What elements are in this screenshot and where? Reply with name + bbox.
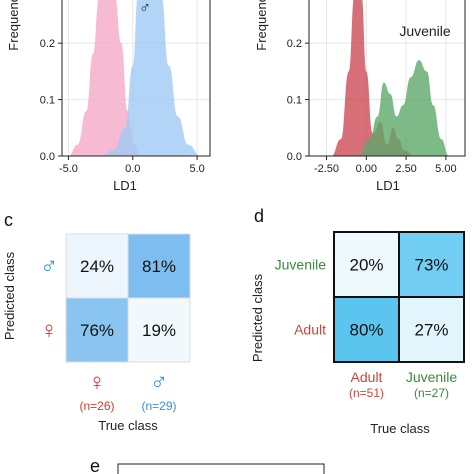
- y-axis-label: Frequency: [254, 0, 269, 51]
- confusion-matrix-sex: c 24% 81% 76% 19% ♂ ♀ ♀ (n=26) ♂ (n=29) Predicted…: [2, 210, 191, 433]
- x-axis-label: LD1: [376, 178, 400, 193]
- cell-value: 20%: [349, 256, 383, 275]
- row-label: ♂: [40, 253, 58, 280]
- plot-frame: [61, 0, 211, 157]
- y-tick-label: 0.1: [287, 95, 302, 107]
- row-label: Adult: [294, 322, 326, 338]
- x-tick-label: 5.00: [435, 163, 456, 175]
- cell-value: 24%: [80, 257, 114, 276]
- density-area-1: [100, 0, 201, 156]
- x-tick-label: 5.0: [189, 163, 204, 175]
- cell-value: 27%: [414, 321, 448, 340]
- x-tick-label: -2.50: [314, 163, 339, 175]
- y-tick-label: 0.0: [287, 151, 302, 163]
- matrix-cell: [65, 233, 129, 299]
- cell-value: 80%: [349, 321, 383, 340]
- x-axis-label: True class: [370, 421, 430, 436]
- x-tick-label: 0.00: [356, 163, 377, 175]
- x-tick-label: 0.0: [125, 163, 140, 175]
- matrix-cell: [333, 296, 400, 363]
- matrix-cell: [65, 297, 129, 363]
- panel-e-frame: [117, 463, 325, 474]
- density-area-0: [331, 0, 415, 156]
- panel-e: e: [90, 456, 325, 474]
- panel-label: e: [90, 456, 100, 474]
- row-label: ♀: [40, 317, 58, 344]
- column-label: ♀: [88, 369, 106, 396]
- column-count: (n=26): [79, 399, 114, 413]
- column-label: Juvenile: [406, 369, 458, 385]
- y-axis-label: Predicted class: [2, 251, 17, 340]
- x-axis-label: True class: [98, 418, 158, 433]
- matrix-cell: [333, 231, 400, 298]
- column-count: (n=51): [349, 386, 384, 400]
- y-tick-label: 0.2: [40, 38, 55, 50]
- cell-value: 76%: [80, 321, 114, 340]
- cell-value: 73%: [414, 256, 448, 275]
- column-count: (n=29): [141, 399, 176, 413]
- confusion-matrix-age: d 20% 73%80% 27%JuvenileAdultAdult(n=51)Ju…: [250, 206, 465, 436]
- column-count: (n=27): [414, 386, 449, 400]
- row-label: Juvenile: [275, 257, 327, 273]
- y-axis-label: Frequency: [6, 0, 21, 51]
- juvenile-annotation: Juvenile: [399, 23, 451, 39]
- column-label: ♂: [150, 369, 168, 396]
- density-plot-sex: -5.0 0.0 5.0 0.0 0.1 0.2 ♂ Frequency LD1: [6, 0, 211, 193]
- y-axis-label: Predicted class: [250, 273, 265, 362]
- male-symbol-annotation: ♂: [139, 0, 151, 17]
- x-tick-label: 2.50: [395, 163, 416, 175]
- matrix-cell: [127, 297, 191, 363]
- y-tick-label: 0.0: [40, 151, 55, 163]
- density-area-1: [358, 60, 450, 157]
- x-tick-label: -5.0: [59, 163, 78, 175]
- x-axis-label: LD1: [113, 178, 137, 193]
- matrix-cell: [398, 296, 465, 363]
- column-label: Adult: [351, 369, 383, 385]
- plot-frame: [308, 0, 466, 157]
- cell-value: 81%: [142, 257, 176, 276]
- density-area-0: [68, 0, 141, 156]
- panel-label: d: [254, 206, 264, 226]
- y-tick-label: 0.1: [40, 95, 55, 107]
- cell-value: 19%: [142, 321, 176, 340]
- density-plot-age: -2.50 0.00 2.50 5.00 0.0 0.1 0.2 Juvenile Freq…: [254, 0, 466, 193]
- panel-label: c: [4, 210, 13, 230]
- y-tick-label: 0.2: [287, 38, 302, 50]
